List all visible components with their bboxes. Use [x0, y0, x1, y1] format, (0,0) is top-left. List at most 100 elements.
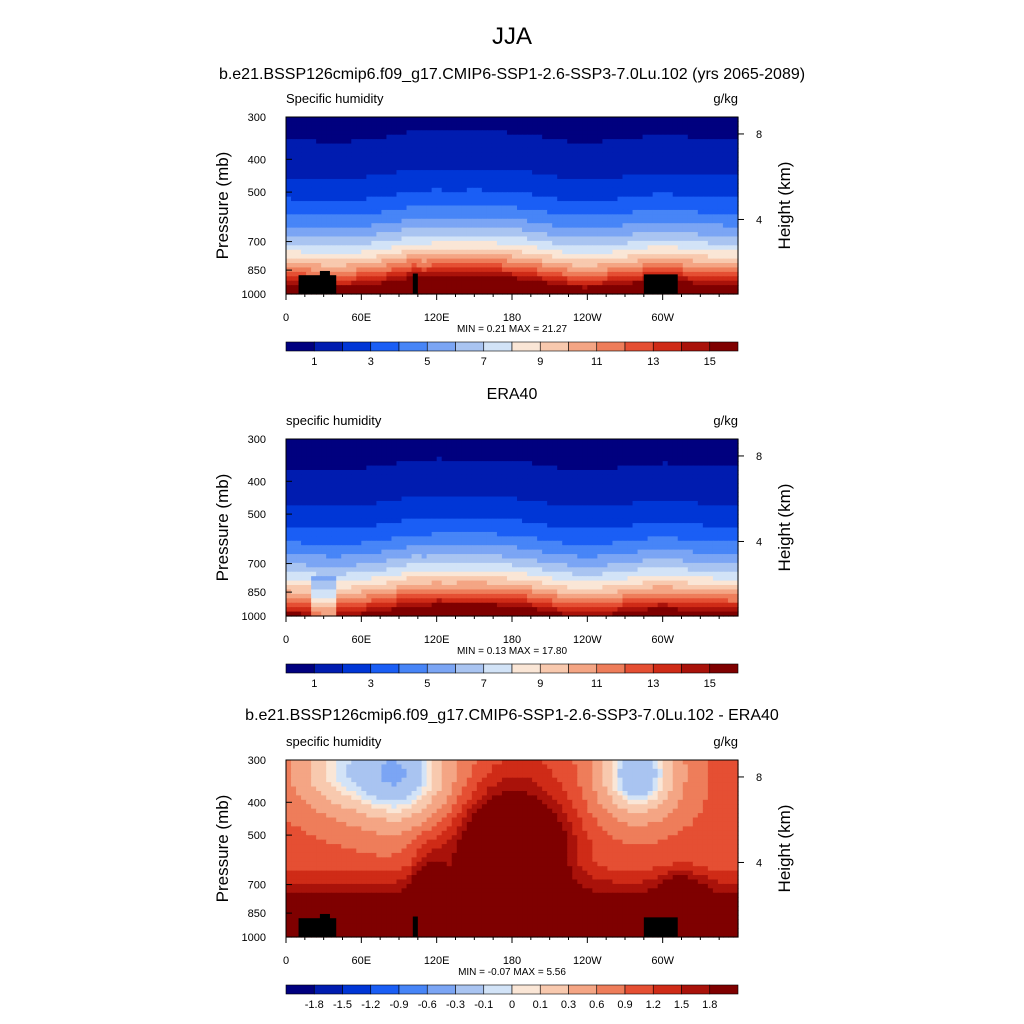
- field-cell: [466, 192, 473, 198]
- field-cell: [717, 245, 724, 251]
- field-cell: [401, 227, 408, 233]
- field-cell: [572, 271, 578, 277]
- field-cell: [411, 254, 418, 260]
- field-cell: [346, 285, 352, 291]
- field-cell: [567, 456, 573, 462]
- field-cell: [501, 232, 508, 238]
- field-cell: [376, 232, 383, 238]
- field-cell: [672, 178, 679, 184]
- field-cell: [717, 254, 724, 260]
- field-cell: [547, 280, 553, 286]
- field-cell: [371, 267, 377, 273]
- field-cell: [361, 214, 367, 220]
- field-cell: [291, 147, 297, 153]
- field-cell: [306, 232, 312, 238]
- field-cell: [341, 178, 347, 184]
- field-cell: [602, 232, 609, 238]
- field-cell: [481, 130, 488, 136]
- field-cell: [682, 236, 689, 242]
- field-cell: [466, 285, 473, 291]
- field-cell: [637, 236, 644, 242]
- field-cell: [712, 478, 719, 484]
- field-cell: [431, 465, 438, 471]
- field-cell: [707, 130, 714, 136]
- field-cell: [436, 125, 443, 131]
- field-cell: [722, 276, 729, 282]
- field-cell: [396, 289, 403, 295]
- field-cell: [481, 218, 488, 224]
- field-cell: [471, 227, 478, 233]
- field-cell: [366, 205, 372, 211]
- field-cell: [486, 214, 493, 220]
- field-cell: [537, 125, 543, 131]
- field-cell: [597, 152, 603, 158]
- field-cell: [341, 125, 347, 131]
- field-cell: [697, 192, 704, 198]
- field-cell: [667, 218, 674, 224]
- field-cell: [461, 452, 468, 458]
- field-cell: [727, 223, 734, 229]
- field-cell: [386, 263, 393, 269]
- field-cell: [426, 170, 433, 176]
- field-cell: [286, 500, 292, 506]
- field-cell: [476, 240, 483, 246]
- field-cell: [597, 139, 603, 145]
- field-cell: [577, 254, 583, 260]
- field-cell: [286, 174, 292, 180]
- field-cell: [391, 201, 398, 207]
- field-cell: [602, 170, 609, 176]
- field-cell: [702, 263, 709, 269]
- field-cell: [416, 478, 423, 484]
- field-cell: [642, 152, 649, 158]
- field-cell: [547, 236, 553, 242]
- field-cell: [637, 452, 644, 458]
- field-cell: [401, 469, 408, 475]
- field-cell: [356, 492, 362, 498]
- field-cell: [692, 465, 699, 471]
- field-cell: [301, 139, 307, 145]
- field-cell: [522, 483, 528, 489]
- field-cell: [476, 192, 483, 198]
- field-cell: [712, 443, 719, 449]
- field-cell: [371, 178, 377, 184]
- field-cell: [617, 192, 624, 198]
- field-cell: [712, 249, 719, 255]
- field-cell: [381, 161, 388, 167]
- field-cell: [562, 285, 568, 291]
- field-cell: [496, 223, 503, 229]
- field-cell: [301, 271, 307, 277]
- field-cell: [416, 452, 423, 458]
- field-cell: [441, 236, 448, 242]
- field-cell: [316, 147, 322, 153]
- field-cell: [577, 487, 583, 493]
- field-cell: [401, 183, 408, 189]
- field-cell: [547, 152, 553, 158]
- field-cell: [717, 492, 724, 498]
- field-cell: [622, 285, 629, 291]
- field-cell: [396, 263, 403, 269]
- field-cell: [612, 192, 619, 198]
- field-cell: [547, 227, 553, 233]
- field-cell: [361, 205, 367, 211]
- field-cell: [351, 276, 357, 282]
- field-cell: [722, 196, 729, 202]
- field-cell: [311, 156, 317, 162]
- field-cell: [506, 447, 513, 453]
- field-cell: [567, 125, 573, 131]
- field-cell: [341, 139, 347, 145]
- field-cell: [512, 254, 518, 260]
- field-cell: [632, 447, 639, 453]
- field-cell: [446, 500, 453, 506]
- field-cell: [727, 245, 734, 251]
- field-cell: [306, 152, 312, 158]
- field-cell: [692, 240, 699, 246]
- field-cell: [677, 469, 684, 475]
- field-cell: [451, 443, 458, 449]
- field-cell: [632, 263, 639, 269]
- field-cell: [547, 223, 553, 229]
- field-cell: [371, 174, 377, 180]
- field-cell: [331, 205, 337, 211]
- field-cell: [582, 474, 588, 480]
- field-cell: [662, 218, 669, 224]
- field-cell: [637, 201, 644, 207]
